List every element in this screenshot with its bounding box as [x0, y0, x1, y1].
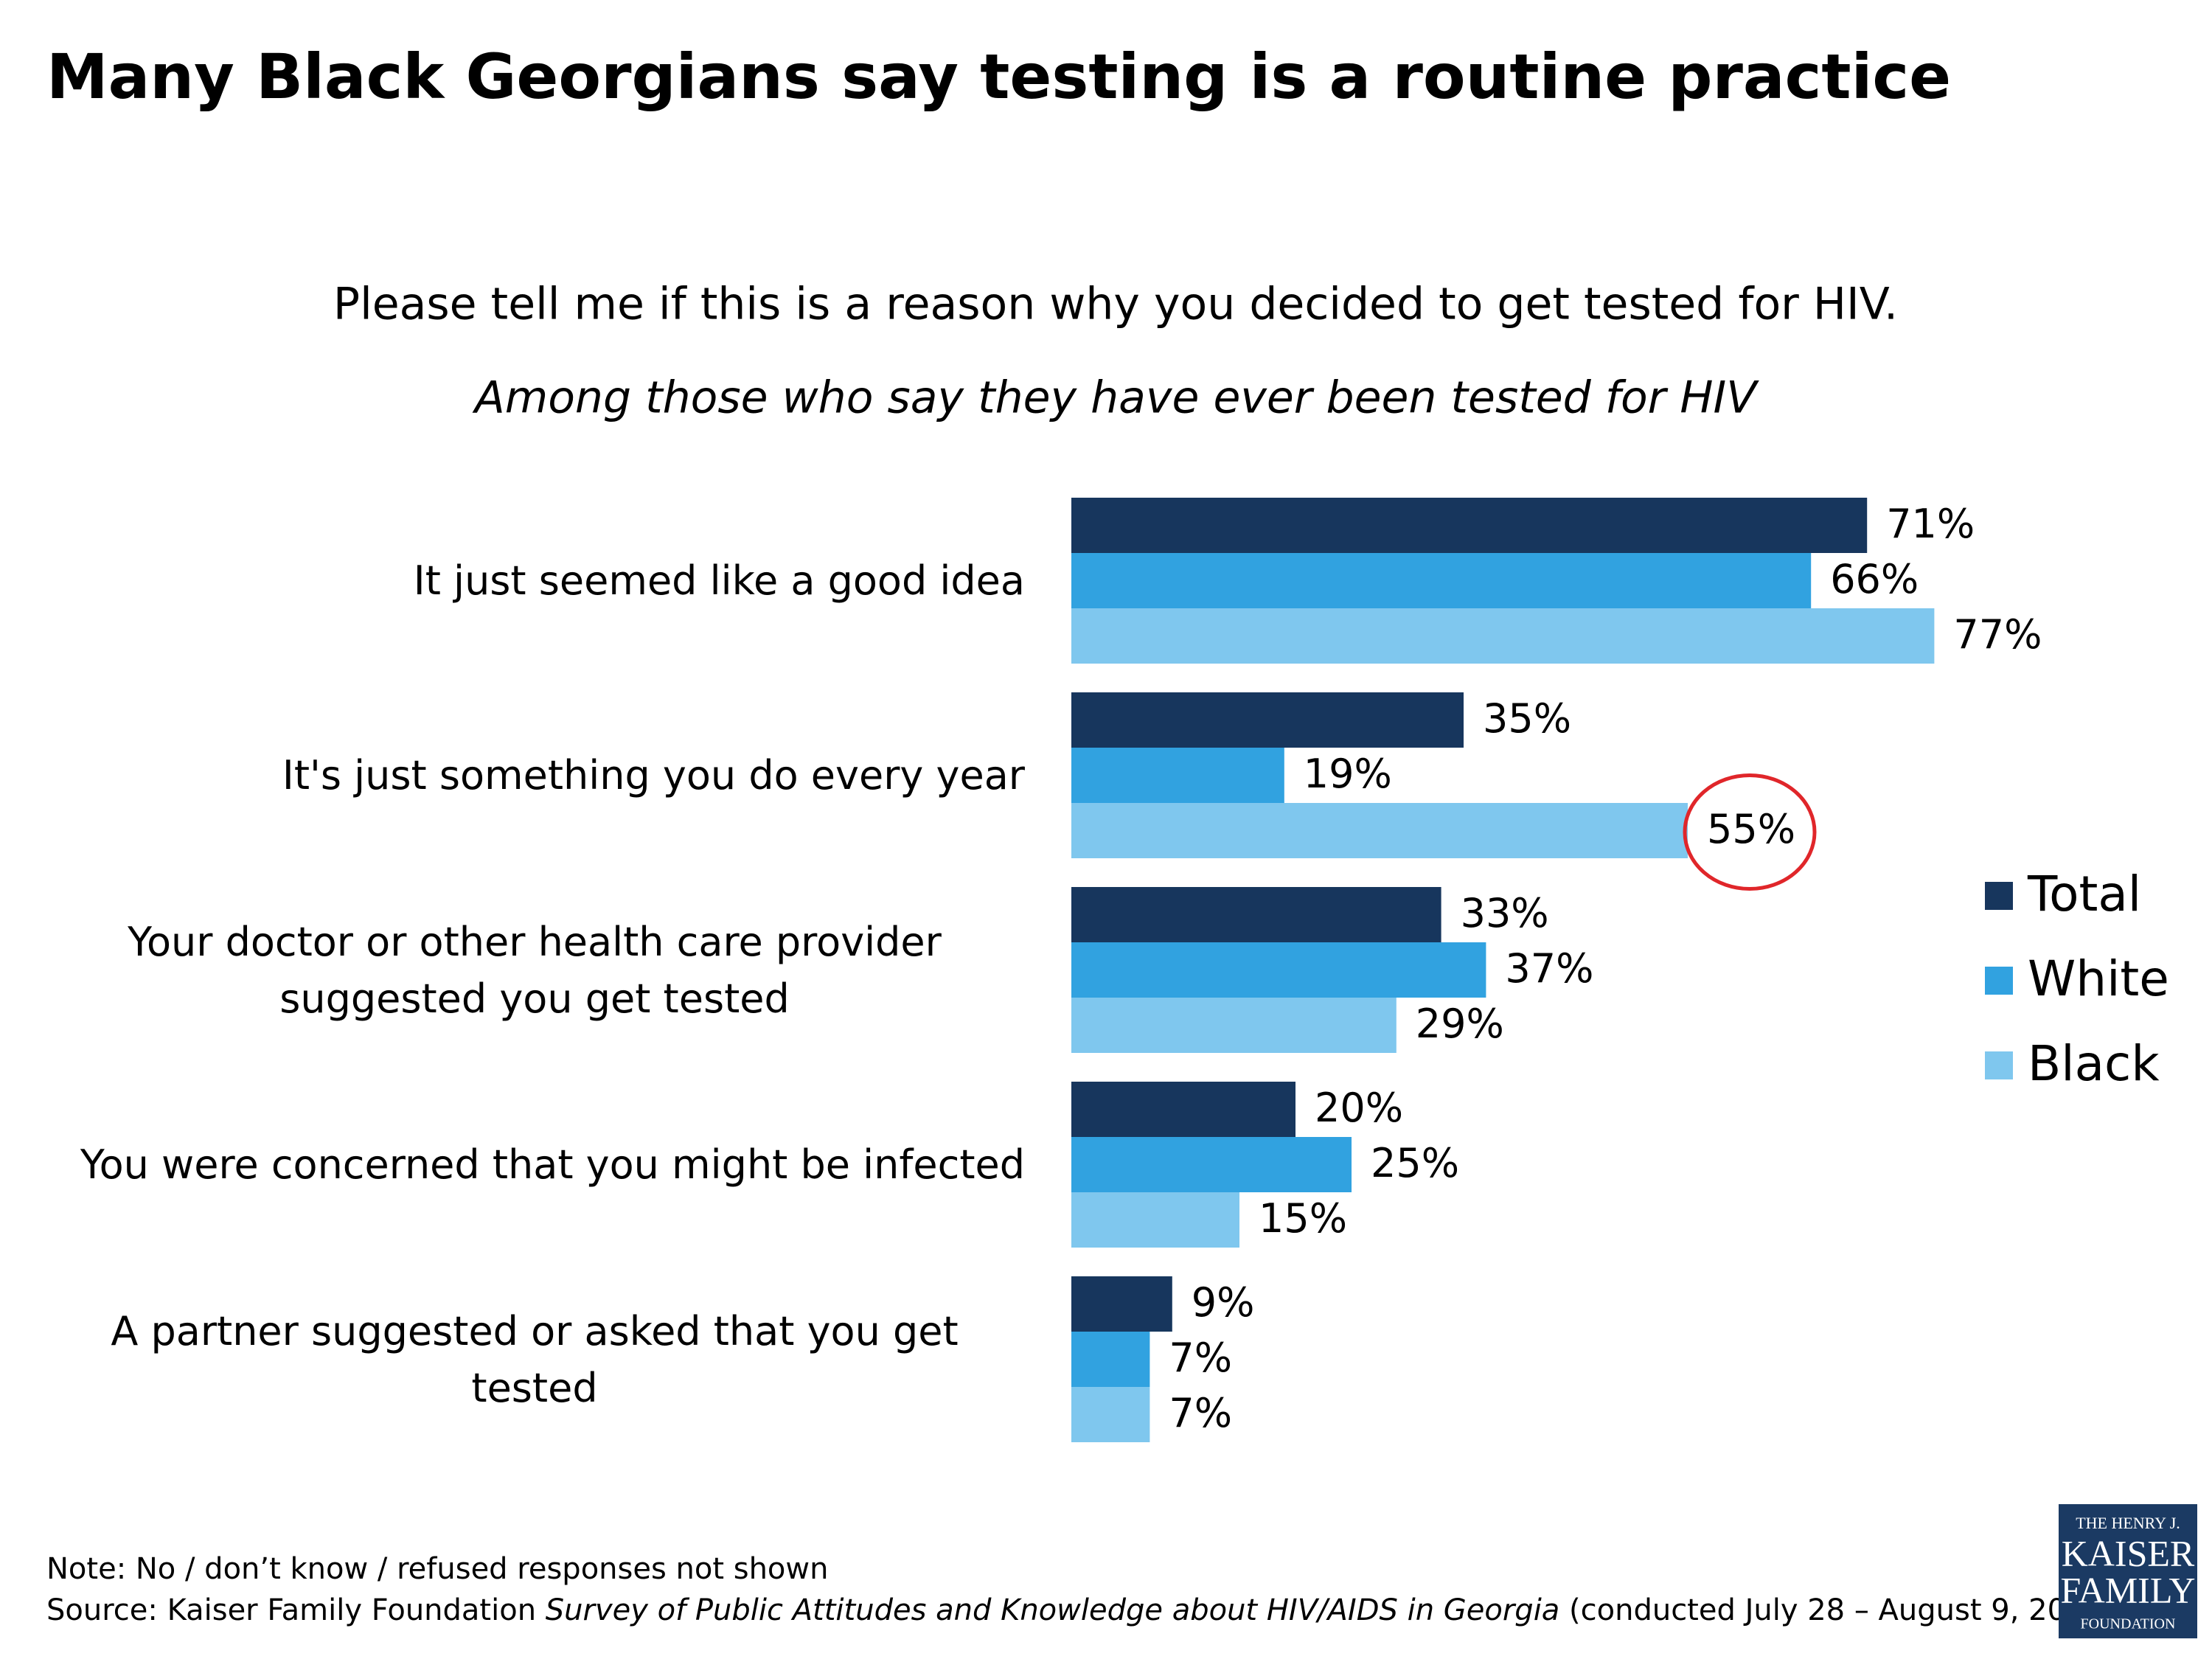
value-label: 25% — [1371, 1140, 1459, 1186]
bar — [1071, 1276, 1172, 1332]
value-label: 71% — [1886, 501, 1975, 547]
source-title: Survey of Public Attitudes and Knowledge… — [546, 1593, 1560, 1627]
source-text: (conducted July 28 – August 9, 2015) — [1559, 1593, 2115, 1627]
legend-label: Black — [2028, 1035, 2160, 1092]
logo-line: THE HENRY J. — [2076, 1514, 2180, 1532]
legend-swatch — [1985, 882, 2013, 910]
bar — [1071, 887, 1441, 942]
bar — [1071, 608, 1935, 664]
source: Source: Kaiser Family Foundation Survey … — [46, 1593, 2115, 1627]
bar — [1071, 1192, 1239, 1248]
bar — [1071, 803, 1688, 858]
bar — [1071, 1332, 1150, 1387]
value-label: 29% — [1416, 1001, 1504, 1047]
category-label: You were concerned that you might be inf… — [80, 1141, 1025, 1188]
category-label-box: Your doctor or other health care provide… — [7, 882, 1025, 1059]
bar — [1071, 553, 1812, 608]
legend-label: Total — [2027, 866, 2141, 922]
legend-swatch — [1985, 1051, 2013, 1079]
value-label: 77% — [1953, 611, 2042, 658]
bar — [1071, 1137, 1352, 1192]
category-label: It just seemed like a good idea — [413, 557, 1025, 604]
legend-label: White — [2028, 950, 2169, 1007]
subtitle: Please tell me if this is a reason why y… — [333, 279, 1898, 330]
category-row: You were concerned that you might be inf… — [7, 1077, 1025, 1253]
category-row: A partner suggested or asked that you ge… — [7, 1271, 1025, 1448]
bar — [1071, 692, 1464, 748]
source-text: Source: Kaiser Family Foundation — [46, 1593, 546, 1627]
chart-title: Many Black Georgians say testing is a ro… — [46, 41, 1951, 113]
category-label-box: It's just something you do every year — [7, 687, 1025, 864]
value-label: 7% — [1169, 1335, 1232, 1381]
value-label: 19% — [1304, 751, 1392, 797]
category-label-box: You were concerned that you might be inf… — [7, 1077, 1025, 1253]
category-row: Your doctor or other health care provide… — [7, 882, 1025, 1059]
logo-line: FOUNDATION — [2081, 1616, 2176, 1632]
bar — [1071, 998, 1397, 1053]
value-label: 20% — [1315, 1085, 1403, 1131]
category-label: Your doctor or other health care provide… — [128, 918, 942, 1022]
highlight-circle — [1683, 773, 1817, 891]
value-label: 66% — [1830, 556, 1919, 602]
bar — [1071, 498, 1868, 553]
value-label: 33% — [1461, 890, 1549, 936]
legend-swatch — [1985, 967, 2013, 995]
subtitle: Among those who say they have ever been … — [472, 372, 1759, 424]
bar — [1071, 1387, 1150, 1442]
value-label: 37% — [1505, 945, 1593, 992]
logo-line: KAISER — [2062, 1532, 2195, 1573]
bar — [1071, 1082, 1295, 1137]
value-label: 35% — [1483, 695, 1571, 742]
bar — [1071, 942, 1486, 998]
logo — [2059, 1504, 2197, 1638]
category-row: It just seemed like a good idea — [7, 493, 1025, 669]
category-row: It's just something you do every year — [7, 687, 1025, 864]
category-label: It's just something you do every year — [282, 752, 1025, 799]
value-label: 55% — [1707, 806, 1795, 852]
category-label: A partner suggested or asked that you ge… — [111, 1307, 959, 1411]
category-label-box: It just seemed like a good idea — [7, 493, 1025, 669]
logo-text: THE HENRY J. KAISER FAMILY FOUNDATION — [2061, 1514, 2196, 1632]
note: Note: No / don’t know / refused response… — [46, 1552, 828, 1586]
logo-line: FAMILY — [2061, 1569, 2196, 1610]
bar — [1071, 748, 1284, 803]
value-label: 15% — [1259, 1195, 1347, 1242]
category-label-box: A partner suggested or asked that you ge… — [7, 1271, 1025, 1448]
value-label: 9% — [1192, 1279, 1255, 1326]
value-label: 7% — [1169, 1390, 1232, 1436]
